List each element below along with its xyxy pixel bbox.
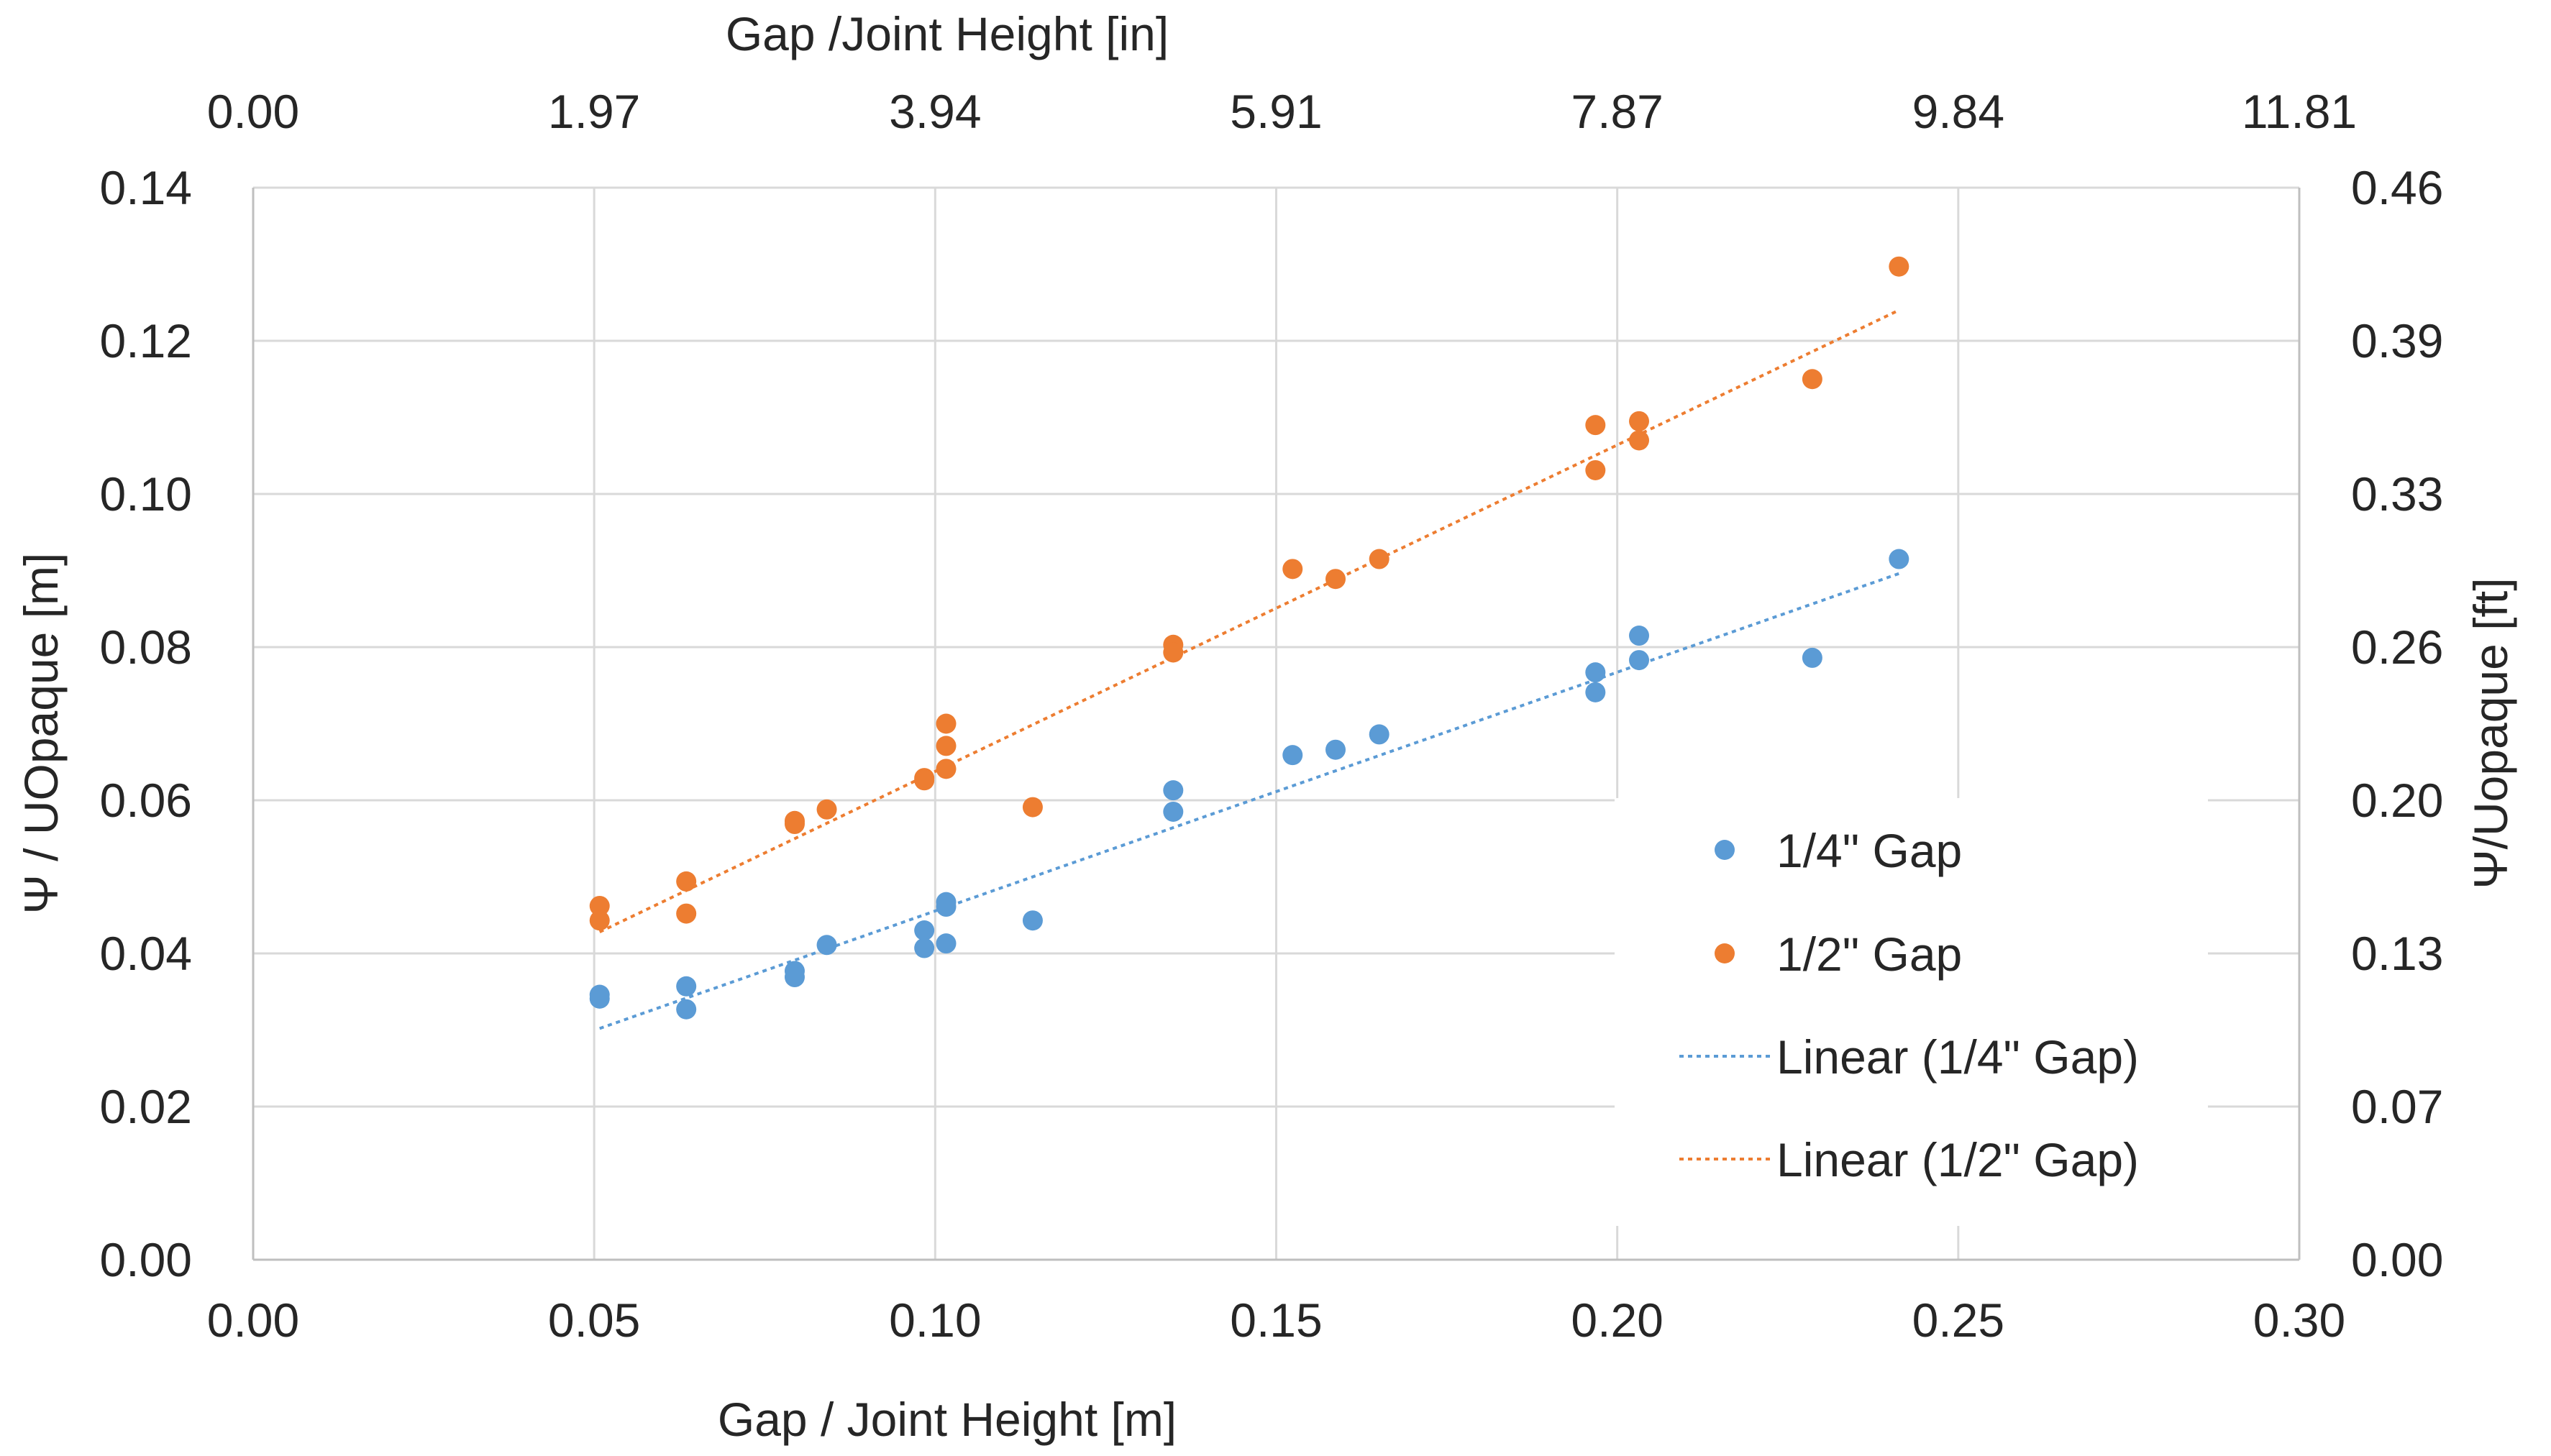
data-point-quarter-gap [1629,650,1650,671]
data-point-quarter-gap [816,935,837,956]
data-point-half-gap [1163,642,1184,663]
data-point-quarter-gap [1022,910,1043,931]
tick-labels: 0.00 0.00 0.05 1.97 0.10 3.94 0.15 5.91 0.20 7.87… [100,85,2444,1347]
data-point-half-gap [936,759,957,779]
x-tick-label: 0.25 [1912,1294,2004,1347]
top-tick-label: 1.97 [548,85,640,138]
data-point-half-gap [936,736,957,756]
data-point-quarter-gap [589,988,610,1009]
y-tick-label: 0.06 [100,774,192,827]
trendline-half-gap [598,308,1900,933]
data-points [589,256,1909,1020]
data-point-half-gap [936,713,957,734]
data-point-quarter-gap [914,938,935,958]
data-point-half-gap [914,770,935,791]
data-point-quarter-gap [1369,724,1389,745]
legend-marker-quarter-gap [1715,840,1735,860]
x-tick-label: 0.10 [889,1294,981,1347]
data-point-quarter-gap [936,897,957,917]
top-tick-label: 0.00 [207,85,299,138]
data-point-quarter-gap [1889,549,1909,569]
data-point-half-gap [784,814,805,835]
y-tick-label: 0.04 [100,927,192,980]
data-point-quarter-gap [1282,745,1303,766]
right-axis-title: Ψ/Uopaque [ft] [2464,577,2517,889]
right-tick-label: 0.39 [2351,314,2443,367]
y-tick-label: 0.02 [100,1080,192,1133]
top-axis-title: Gap /Joint Height [in] [726,7,1169,60]
y-tick-label: 0.10 [100,467,192,521]
data-point-half-gap [1889,256,1909,277]
data-point-quarter-gap [1629,626,1650,646]
legend-label-linear-quarter-gap: Linear (1/4" Gap) [1776,1030,2139,1084]
top-tick-label: 9.84 [1912,85,2004,138]
top-tick-label: 3.94 [889,85,981,138]
top-tick-label: 7.87 [1571,85,1663,138]
axis-lines [252,188,2301,1261]
data-point-quarter-gap [1325,739,1346,760]
legend-label-half-gap: 1/2" Gap [1776,928,1962,981]
data-point-half-gap [676,903,697,924]
right-tick-label: 0.13 [2351,927,2443,980]
legend-background [1615,798,2208,1226]
y-axis-title: Ψ / UOpaque [m] [14,553,68,915]
y-tick-label: 0.12 [100,314,192,367]
trendlines [598,308,1900,1030]
data-point-quarter-gap [676,999,697,1020]
legend-marker-half-gap [1715,943,1735,963]
data-point-half-gap [1585,415,1606,436]
right-tick-label: 0.07 [2351,1080,2443,1133]
x-tick-label: 0.05 [548,1294,640,1347]
right-tick-label: 0.33 [2351,467,2443,521]
data-point-half-gap [589,910,610,931]
y-tick-label: 0.00 [100,1233,192,1286]
x-tick-label: 0.15 [1230,1294,1322,1347]
right-tick-label: 0.00 [2351,1233,2443,1286]
data-point-quarter-gap [676,976,697,997]
data-point-half-gap [676,871,697,892]
y-tick-label: 0.08 [100,621,192,674]
data-point-quarter-gap [1163,780,1184,801]
data-point-half-gap [1325,569,1346,590]
legend-label-linear-half-gap: Linear (1/2" Gap) [1776,1133,2139,1186]
y-tick-label: 0.14 [100,161,192,214]
x-tick-label: 0.00 [207,1294,299,1347]
data-point-quarter-gap [936,933,957,954]
data-point-half-gap [1022,797,1043,818]
data-point-quarter-gap [1163,801,1184,822]
data-point-half-gap [589,895,610,916]
data-point-half-gap [1629,411,1650,431]
right-tick-label: 0.20 [2351,774,2443,827]
legend: 1/4" Gap 1/2" Gap Linear (1/4" Gap) Line… [1615,798,2208,1226]
x-tick-label: 0.30 [2253,1294,2345,1347]
data-point-half-gap [1802,369,1822,390]
x-axis-title: Gap / Joint Height [m] [718,1393,1177,1446]
data-point-quarter-gap [1585,662,1606,683]
legend-label-quarter-gap: 1/4" Gap [1776,824,1962,877]
data-point-quarter-gap [914,920,935,941]
data-point-half-gap [1282,559,1303,580]
right-tick-label: 0.26 [2351,621,2443,674]
data-point-quarter-gap [784,967,805,988]
data-point-quarter-gap [1585,682,1606,702]
data-point-half-gap [1369,549,1389,569]
data-point-quarter-gap [1802,647,1822,668]
right-tick-label: 0.46 [2351,161,2443,214]
x-tick-label: 0.20 [1571,1294,1663,1347]
top-tick-label: 5.91 [1230,85,1322,138]
data-point-half-gap [816,799,837,820]
data-point-half-gap [1585,459,1606,480]
data-point-half-gap [1629,430,1650,451]
top-tick-label: 11.81 [2242,85,2357,138]
